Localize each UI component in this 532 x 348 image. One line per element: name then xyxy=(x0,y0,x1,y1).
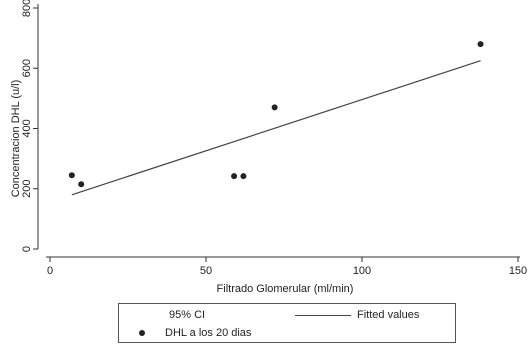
x-tick-label: 150 xyxy=(509,265,527,277)
data-point xyxy=(477,41,484,48)
y-tick-label: 200 xyxy=(21,180,33,198)
fitted-line-layer xyxy=(71,60,481,196)
scatter-plot: 0 200 400 600 800 0 50 100 150 Filtrado Glomerula… xyxy=(10,0,527,295)
data-point xyxy=(68,172,75,179)
legend-item-fitted: Fitted values xyxy=(295,309,419,321)
y-tick-label: 400 xyxy=(21,119,33,137)
axes xyxy=(33,4,520,262)
data-point xyxy=(231,173,238,180)
x-axis-title: Filtrado Glomerular (ml/min) xyxy=(217,283,354,295)
x-tick-label: 50 xyxy=(200,265,212,277)
y-axis-title: Concentracion DHL (u/l) xyxy=(10,80,22,198)
points-layer xyxy=(68,41,484,188)
legend-ci-swatch xyxy=(125,311,161,319)
fitted-values-line xyxy=(71,60,481,196)
legend-item-points: DHL a los 20 dias xyxy=(125,327,251,339)
legend-line-icon xyxy=(295,314,351,316)
data-point xyxy=(240,173,247,180)
legend-dot-icon xyxy=(139,330,145,336)
y-tick-label: 800 xyxy=(21,0,33,17)
x-tick-label: 100 xyxy=(353,265,371,277)
legend-ci-label: 95% CI xyxy=(169,309,206,321)
legend-points-label: DHL a los 20 dias xyxy=(165,327,252,339)
legend-fitted-label: Fitted values xyxy=(357,309,420,321)
x-tick-label: 0 xyxy=(47,265,53,277)
y-tick-label: 600 xyxy=(21,59,33,77)
legend-item-ci: 95% CI xyxy=(125,309,205,321)
y-tick-label: 0 xyxy=(21,246,33,252)
data-point xyxy=(271,104,278,111)
axis-labels-layer: 0 200 400 600 800 0 50 100 150 Filtrado Glomerula… xyxy=(10,0,527,295)
legend: 95% CI Fitted values DHL a los 20 dias xyxy=(118,303,456,343)
data-point xyxy=(78,181,85,188)
